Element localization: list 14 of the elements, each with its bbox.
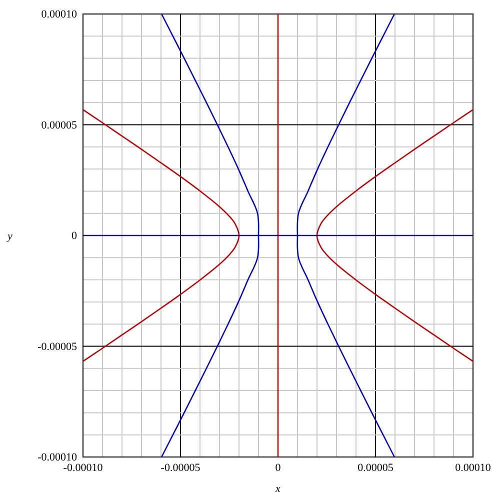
y-tick-label: 0.00005 — [41, 119, 78, 132]
line-series — [82, 109, 240, 362]
y-tick-label: -0.00005 — [38, 340, 78, 353]
y-tick-label: 0 — [72, 230, 78, 242]
y-axis-title: y — [6, 230, 13, 242]
x-tick-label: -0.00010 — [63, 462, 104, 474]
x-tick-label: 0.00010 — [455, 462, 492, 474]
x-axis-title: x — [274, 483, 281, 495]
x-tick-label: 0 — [275, 462, 282, 474]
line-series — [316, 109, 474, 362]
x-tick-label: 0.00005 — [358, 462, 394, 474]
y-tick-label: -0.00010 — [38, 452, 78, 464]
y-tick-label: 0.00010 — [41, 8, 78, 21]
x-tick-label: -0.00005 — [160, 462, 201, 474]
